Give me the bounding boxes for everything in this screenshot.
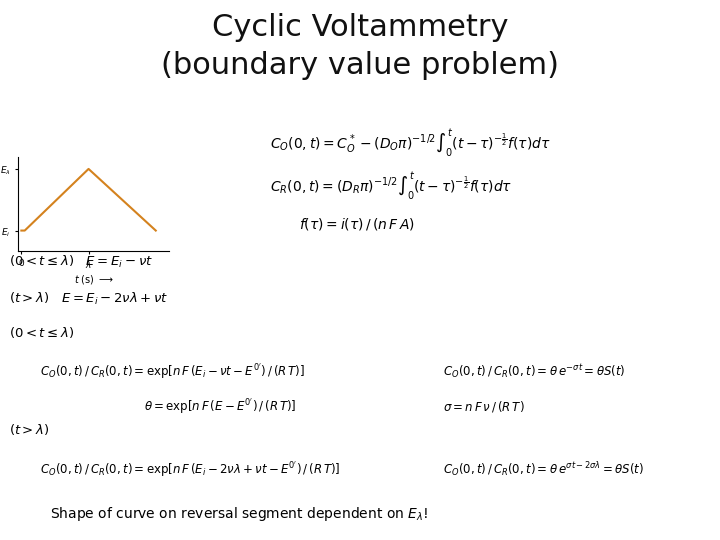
Text: $(t > \lambda)$   $E = E_i - 2\nu\lambda + \nu t$: $(t > \lambda)$ $E = E_i - 2\nu\lambda +… <box>9 291 168 307</box>
Text: $C_R(0,t) = (D_R\pi)^{-1/2}\int_0^t (t-\tau)^{-\frac{1}{2}}f(\tau)d\tau$: $C_R(0,t) = (D_R\pi)^{-1/2}\int_0^t (t-\… <box>270 170 513 202</box>
Text: $f(\tau) = i(\tau)\,/\,(n\,F\,A)$: $f(\tau) = i(\tau)\,/\,(n\,F\,A)$ <box>299 216 415 232</box>
X-axis label: $t$ (s) $\longrightarrow$: $t$ (s) $\longrightarrow$ <box>73 273 114 286</box>
Text: $(0 < t \leq \lambda)$   $E = E_i - \nu t$: $(0 < t \leq \lambda)$ $E = E_i - \nu t$ <box>9 254 153 270</box>
Text: $(t > \lambda)$: $(t > \lambda)$ <box>9 422 49 437</box>
Text: $C_O(0,t)\,/\,C_R(0,t) = \theta\,e^{\sigma t - 2\sigma\lambda} = \theta S(t)$: $C_O(0,t)\,/\,C_R(0,t) = \theta\,e^{\sig… <box>443 461 644 479</box>
Text: $C_O(0,t) = C_O^* - (D_O\pi)^{-1/2}\int_0^t (t-\tau)^{-\frac{1}{2}}f(\tau)d\tau$: $C_O(0,t) = C_O^* - (D_O\pi)^{-1/2}\int_… <box>270 127 551 159</box>
Text: Shape of curve on reversal segment dependent on $E_{\lambda}$!: Shape of curve on reversal segment depen… <box>50 505 428 523</box>
Text: $(0 < t \leq \lambda)$: $(0 < t \leq \lambda)$ <box>9 325 74 340</box>
Text: $C_O(0,t)\,/\,C_R(0,t) = \exp[n\,F\,(E_i - \nu t - E^{0'})\,/\,(R\,T)]$: $C_O(0,t)\,/\,C_R(0,t) = \exp[n\,F\,(E_i… <box>40 361 305 381</box>
Text: $\theta = \exp[n\,F\,(E - E^{0'})\,/\,(R\,T)]$: $\theta = \exp[n\,F\,(E - E^{0'})\,/\,(R… <box>144 397 297 416</box>
Text: Cyclic Voltammetry
(boundary value problem): Cyclic Voltammetry (boundary value probl… <box>161 14 559 79</box>
Text: $\sigma = n\,F\,\nu\,/\,(R\,T)$: $\sigma = n\,F\,\nu\,/\,(R\,T)$ <box>443 399 524 414</box>
Text: $C_O(0,t)\,/\,C_R(0,t) = \theta\,e^{-\sigma t} = \theta S(t)$: $C_O(0,t)\,/\,C_R(0,t) = \theta\,e^{-\si… <box>443 362 625 380</box>
Text: $C_O(0,t)\,/\,C_R(0,t) = \exp[n\,F\,(E_i - 2\nu\lambda + \nu t - E^{0'})\,/\,(R\: $C_O(0,t)\,/\,C_R(0,t) = \exp[n\,F\,(E_i… <box>40 460 340 480</box>
